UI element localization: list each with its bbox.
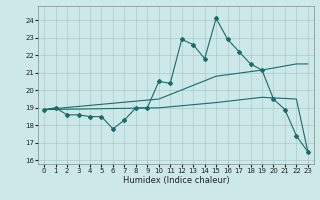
- X-axis label: Humidex (Indice chaleur): Humidex (Indice chaleur): [123, 176, 229, 185]
